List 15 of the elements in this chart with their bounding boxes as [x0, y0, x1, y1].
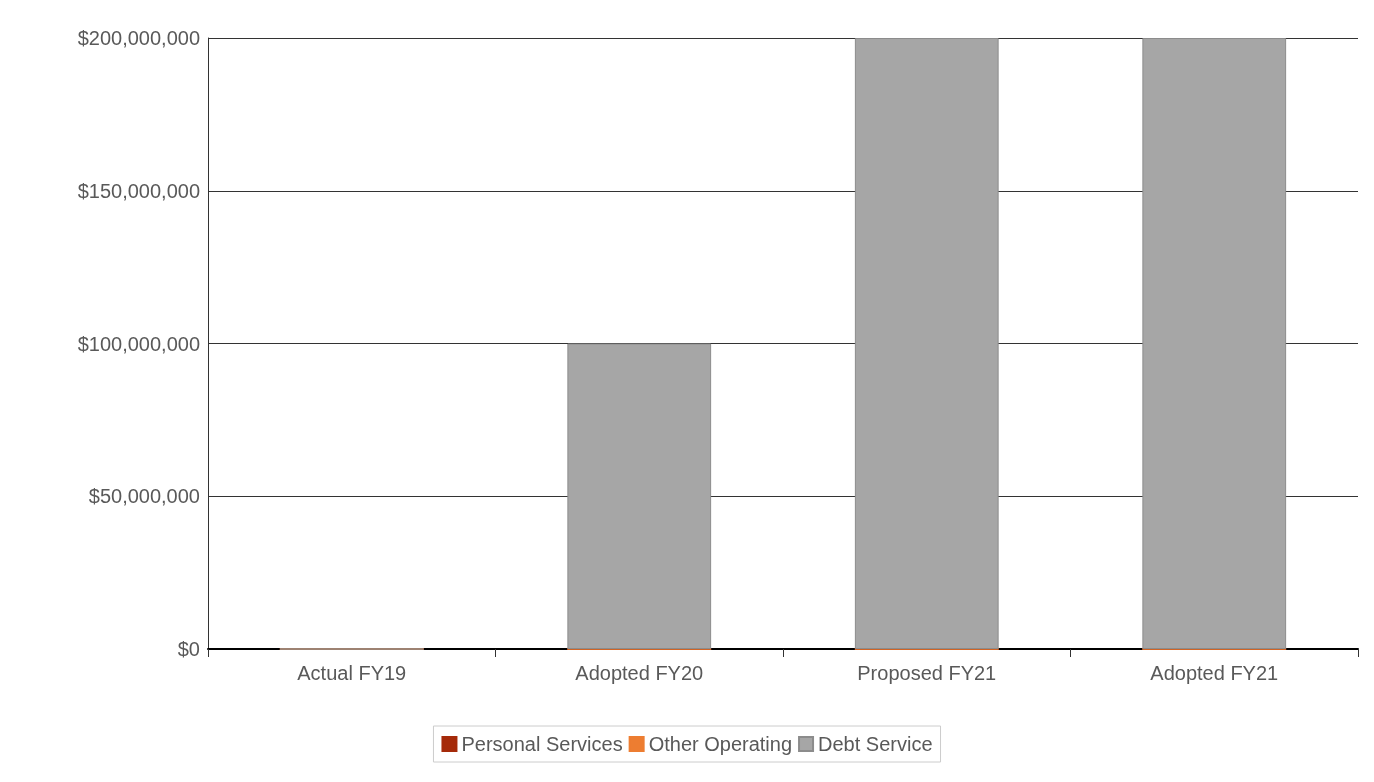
x-tick-label: Proposed FY21 [857, 662, 997, 684]
y-tick-label: $200,000,000 [77, 27, 200, 49]
x-tick-label: Actual FY19 [297, 662, 407, 684]
legend-label: Debt Service [818, 733, 933, 755]
legend-label: Personal Services [461, 733, 623, 755]
bar [567, 343, 712, 649]
y-tick-label: $0 [177, 638, 200, 660]
x-tick-label: Adopted FY21 [1150, 662, 1279, 684]
bar [854, 38, 999, 649]
y-tick-label: $150,000,000 [77, 179, 200, 202]
x-tick-label: Adopted FY20 [575, 662, 704, 684]
legend-label: Other Operating [648, 733, 793, 755]
y-tick-label: $100,000,000 [77, 332, 200, 355]
bar [1142, 38, 1287, 649]
y-tick-label: $50,000,000 [88, 485, 200, 508]
